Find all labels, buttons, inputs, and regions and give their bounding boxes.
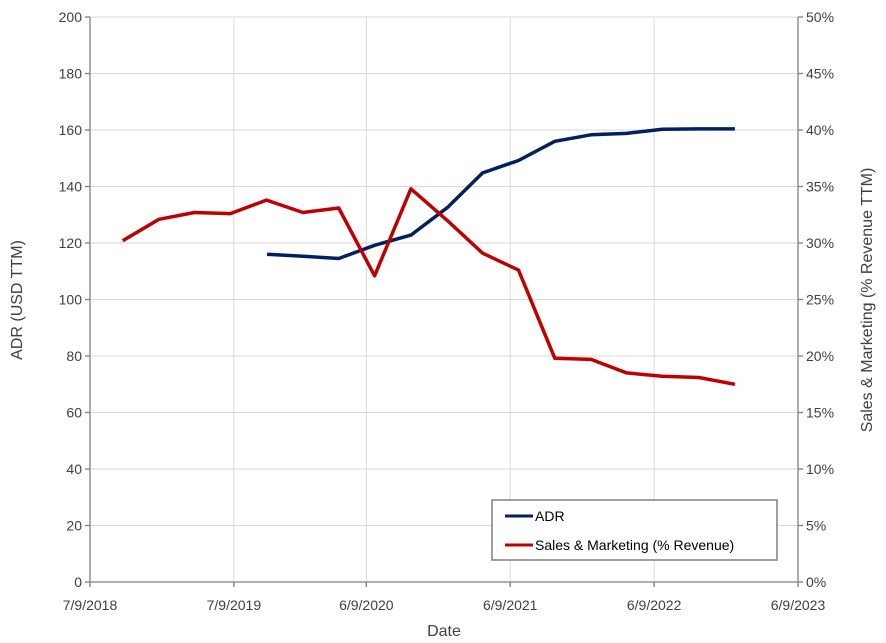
left-y-tick-label: 40 <box>66 461 82 477</box>
x-axis-title: Date <box>427 623 461 640</box>
x-tick-label: 6/9/2023 <box>771 597 826 613</box>
right-y-axis-title: Sales & Marketing (% Revenue TTM) <box>859 168 876 433</box>
right-y-tick-label: 45% <box>806 66 834 82</box>
right-y-tick-label: 30% <box>806 235 834 251</box>
right-y-tick-label: 0% <box>806 574 826 590</box>
right-y-tick-label: 35% <box>806 179 834 195</box>
right-y-tick-label: 40% <box>806 122 834 138</box>
x-tick-label: 6/9/2021 <box>483 597 538 613</box>
left-y-tick-label: 200 <box>59 9 83 25</box>
left-y-tick-label: 180 <box>59 66 83 82</box>
left-y-tick-label: 20 <box>66 518 82 534</box>
axes <box>85 16 803 587</box>
left-y-tick-label: 60 <box>66 405 82 421</box>
x-tick-label: 6/9/2020 <box>339 597 394 613</box>
legend: ADR Sales & Marketing (% Revenue) <box>491 499 778 561</box>
right-y-tick-label: 25% <box>806 292 834 308</box>
series-line-adr <box>266 127 735 261</box>
left-y-tick-label: 0 <box>74 574 82 590</box>
legend-label-sales-marketing: Sales & Marketing (% Revenue) <box>535 537 734 553</box>
left-y-tick-label: 100 <box>59 292 83 308</box>
legend-label-adr: ADR <box>535 508 565 524</box>
x-tick-label: 7/9/2019 <box>207 597 262 613</box>
left-y-tick-label: 80 <box>66 348 82 364</box>
left-y-axis-title: ADR (USD TTM) <box>9 240 26 360</box>
legend-box <box>491 499 778 561</box>
right-y-tick-label: 15% <box>806 405 834 421</box>
tick-labels: 0 0% 20 5% 40 10% 60 15% 80 20% 100 25% 120 30% 140 35%… <box>59 9 834 613</box>
right-y-tick-label: 10% <box>806 461 834 477</box>
series-line-sales-marketing-revenue <box>121 187 736 387</box>
gridlines <box>89 16 799 583</box>
right-y-tick-label: 5% <box>806 518 826 534</box>
right-y-tick-label: 20% <box>806 348 834 364</box>
x-tick-label: 6/9/2022 <box>627 597 682 613</box>
left-y-tick-label: 140 <box>59 179 83 195</box>
left-y-tick-label: 120 <box>59 235 83 251</box>
right-y-tick-label: 50% <box>806 9 834 25</box>
series-lines <box>121 127 736 387</box>
left-y-tick-label: 160 <box>59 122 83 138</box>
x-tick-label: 7/9/2018 <box>63 597 118 613</box>
